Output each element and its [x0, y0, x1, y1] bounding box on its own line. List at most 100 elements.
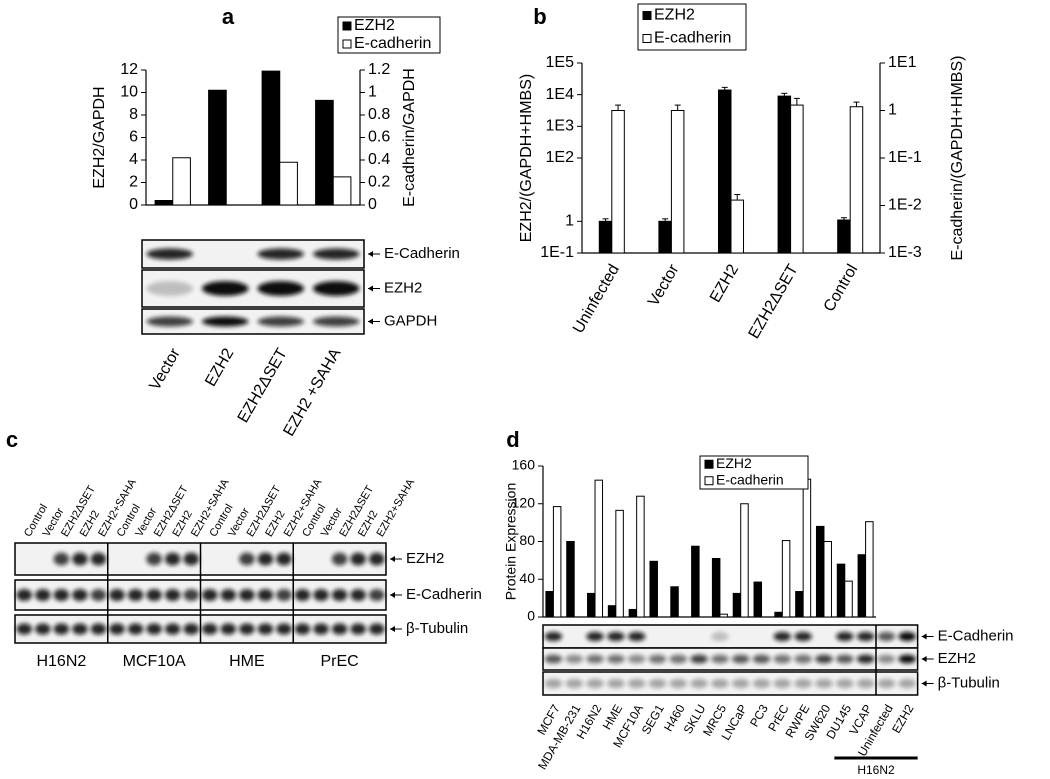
blot-band [146, 281, 194, 296]
bar [865, 521, 874, 618]
arrow-head [368, 318, 373, 325]
bar [154, 200, 174, 206]
bar [849, 106, 864, 254]
legend-label: E-cadherin [654, 30, 731, 47]
bar [566, 541, 575, 618]
panel-label: b [533, 4, 546, 29]
cell-line-label: HME [229, 653, 265, 670]
blot-band [856, 654, 875, 664]
blot-band [127, 623, 144, 635]
blot-band [164, 623, 181, 635]
bar [587, 592, 596, 618]
blot-band [183, 552, 200, 566]
group-label: H16N2 [857, 763, 895, 777]
error-bar [602, 218, 609, 222]
y-tick-label: 1E-1 [540, 244, 574, 261]
y-tick-label: 160 [512, 457, 536, 473]
y2-tick-label: 0.8 [368, 106, 390, 123]
blot-band [773, 631, 792, 642]
bar [332, 176, 352, 206]
blot-band [239, 623, 255, 635]
bar [279, 161, 298, 206]
blot-band [607, 654, 625, 664]
panel-label: a [222, 4, 235, 29]
y2-tick-label: 1 [368, 84, 377, 101]
blot-band [16, 589, 33, 601]
bar [777, 95, 792, 254]
blot-band [201, 623, 218, 635]
blot-band [368, 552, 385, 566]
y2-tick-label: 0.6 [368, 129, 390, 146]
blot-band [53, 552, 70, 566]
blot-band [35, 589, 51, 601]
blot-band [294, 623, 311, 635]
y2-tick-label: 1.2 [368, 61, 390, 78]
y2-tick-label: 1E1 [888, 54, 917, 71]
blot-band [731, 678, 750, 689]
blot-band [877, 631, 896, 642]
bar [836, 563, 846, 618]
blot-band [586, 654, 604, 664]
blot-band [183, 623, 200, 635]
blot-band [331, 552, 348, 566]
y-axis-label: EZH2/(GAPDH+HMBS) [518, 74, 535, 242]
blot-frame [542, 671, 919, 696]
blot-band [257, 623, 274, 635]
blot-band [164, 589, 181, 601]
blot-band [836, 631, 854, 642]
blot-band [607, 678, 625, 689]
legend-box [337, 16, 441, 54]
blot-band [565, 654, 583, 664]
error-bar [853, 101, 860, 107]
bar [730, 199, 745, 254]
blot-band [72, 589, 88, 601]
legend-swatch [704, 476, 714, 486]
y2-tick-label: 0.2 [368, 174, 390, 191]
blot-band [350, 623, 366, 635]
blot-band [53, 589, 70, 601]
bar [790, 104, 804, 254]
blot-band [773, 654, 792, 664]
error-bar [721, 86, 728, 91]
blot-band [350, 589, 366, 601]
bar [611, 110, 625, 254]
blot-band [544, 631, 563, 642]
bar [552, 506, 562, 618]
blot-band [239, 589, 255, 601]
bar [781, 540, 791, 618]
blot-row-label: EZH2 [938, 650, 976, 667]
blot-band [898, 631, 916, 642]
bar [670, 586, 679, 618]
blot-band [127, 589, 144, 601]
bar [545, 591, 554, 618]
blot-band [648, 678, 667, 689]
blot-band [146, 248, 194, 260]
blot-band [201, 316, 249, 327]
y2-tick-label: 0 [368, 196, 377, 213]
bar [598, 220, 613, 254]
blot-band [607, 631, 625, 642]
blot-band [669, 654, 688, 664]
y2-axis-label: E-cadherin/GAPDH [401, 68, 418, 207]
error-bar [734, 194, 741, 201]
blot-band [690, 654, 708, 664]
legend-label: E-cadherin [354, 35, 431, 52]
blot-band [220, 589, 237, 601]
blot-band [368, 623, 385, 635]
legend-label: EZH2 [654, 7, 695, 24]
blot-band [350, 552, 366, 566]
blot-band [586, 678, 604, 689]
y2-tick-label: 1 [888, 102, 897, 119]
cell-line-label: PrEC [321, 653, 359, 670]
blot-band [877, 654, 896, 664]
blot-band [146, 316, 194, 327]
y-tick-label: 0 [129, 196, 138, 213]
arrow-head [921, 633, 927, 640]
blot-band [257, 316, 305, 327]
bar [753, 581, 763, 618]
blot-band [690, 678, 708, 689]
legend-swatch [704, 459, 714, 469]
bar [615, 509, 624, 618]
legend-label: E-cadherin [716, 471, 784, 487]
blot-band [368, 589, 385, 601]
